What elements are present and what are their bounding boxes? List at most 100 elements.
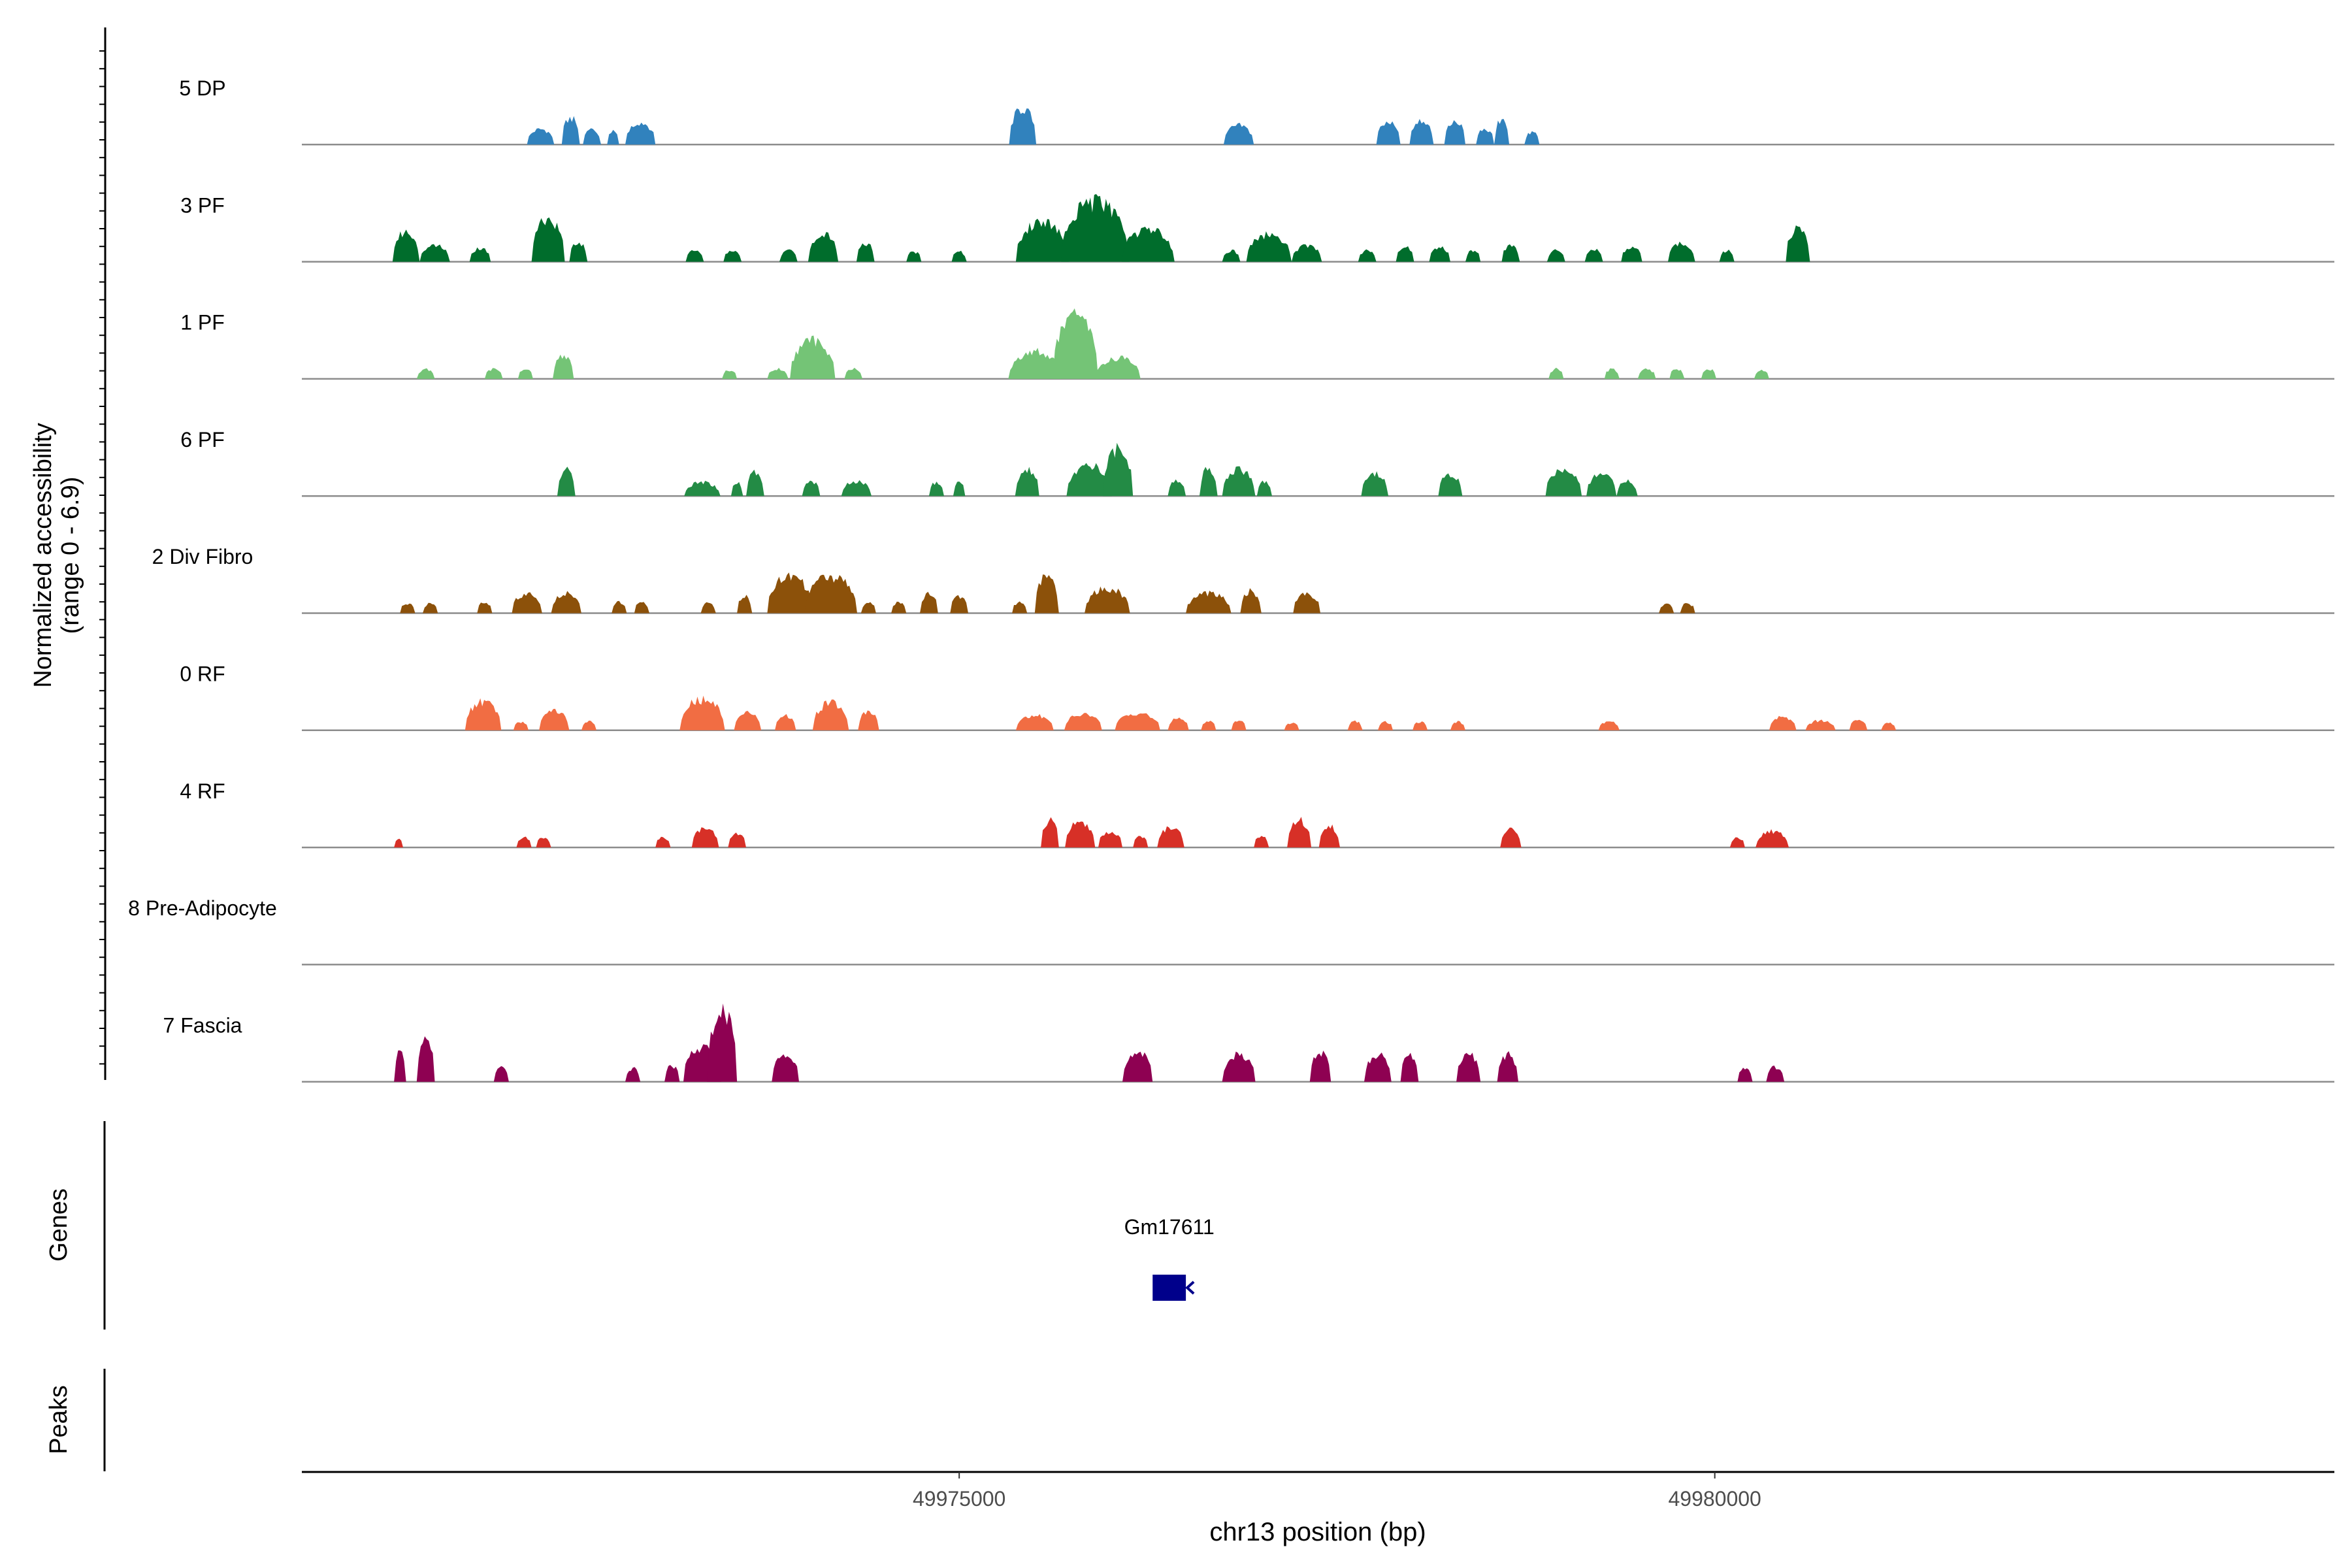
coverage-peak [1012, 601, 1028, 613]
coverage-peak [950, 595, 968, 613]
coverage-peak [1053, 308, 1098, 379]
coverage-peak [423, 602, 438, 613]
coverage-peak [1122, 1051, 1153, 1082]
peaks-panel-label: Peaks [45, 1385, 73, 1454]
coverage-peak [607, 129, 619, 145]
coverage-peak [1186, 591, 1232, 613]
coverage-peak [767, 572, 813, 613]
coverage-peak [1584, 248, 1603, 262]
coverage-peak [561, 116, 580, 145]
coverage-peak [1098, 832, 1122, 848]
track-4: 2 Div Fibro [152, 545, 2334, 614]
coverage-peak [416, 1036, 435, 1082]
track-label: 2 Div Fibro [152, 545, 253, 568]
coverage-peak [928, 482, 944, 497]
coverage-peak [1222, 466, 1256, 497]
coverage-peak [1222, 1051, 1256, 1082]
coverage-peak [513, 721, 529, 730]
coverage-peak [779, 249, 798, 262]
track-panel: 5 DP 3 PF 1 PF 6 PF 2 Div Fibro 0 RF 4 RF 8 Pre… [128, 76, 2334, 1083]
coverage-peak [1450, 721, 1465, 730]
coverage-peak [1396, 246, 1414, 262]
coverage-peak [1376, 121, 1401, 145]
coverage-peak [569, 242, 588, 262]
x-tick-label: 49975000 [913, 1487, 1005, 1511]
coverage-peak [1769, 715, 1797, 730]
coverage-peak [655, 836, 671, 848]
coverage-peak [1168, 717, 1189, 730]
coverage-peak [1041, 817, 1059, 848]
coverage-peak [1168, 479, 1186, 497]
coverage-peak [1066, 463, 1112, 497]
coverage-peak [953, 482, 966, 497]
coverage-peak [812, 699, 849, 730]
coverage-peak [1604, 368, 1620, 379]
coverage-peak [1659, 603, 1674, 613]
coverage-peak [1849, 719, 1868, 730]
coverage-peak [1246, 231, 1292, 262]
coverage-peak [1015, 218, 1069, 262]
track-1: 3 PF [180, 193, 2334, 263]
coverage-peak [634, 602, 649, 613]
gene-annotation: Gm17611 [1124, 1215, 1215, 1301]
coverage-peak [860, 602, 876, 613]
track-7: 8 Pre-Adipocyte [128, 896, 2334, 966]
coverage-peak [1476, 128, 1494, 145]
coverage-peak [1222, 249, 1241, 262]
track-label: 3 PF [180, 193, 225, 217]
coverage-peak [551, 591, 581, 613]
coverage-peak [1500, 827, 1522, 848]
coverage-peak [539, 708, 570, 730]
coverage-peak [1292, 244, 1322, 262]
coverage-peak [1501, 244, 1520, 262]
coverage-peak [734, 711, 762, 730]
track-label: 7 Fascia [163, 1013, 242, 1037]
coverage-peak [512, 592, 542, 613]
track-label: 1 PF [180, 311, 225, 335]
coverage-peak [1737, 1068, 1753, 1082]
coverage-peak [858, 710, 879, 730]
coverage-peak [469, 247, 491, 262]
coverage-peak [1358, 249, 1377, 262]
coverage-peak [1598, 721, 1620, 730]
coverage-peak [1293, 592, 1320, 613]
coverage-peak [1240, 588, 1262, 613]
track-0: 5 DP [179, 76, 2334, 146]
track-2: 1 PF [180, 308, 2334, 380]
y-axis-range-label: (range 0 - 6.9) [57, 477, 84, 634]
coverage-peak [1524, 131, 1540, 145]
track-5: 0 RF [180, 662, 2334, 732]
coverage-peak [1400, 1053, 1419, 1082]
coverage-peak [583, 128, 601, 145]
coverage-peak [664, 1065, 680, 1082]
coverage-peak [856, 243, 875, 262]
coverage-peak [1494, 119, 1510, 145]
coverage-peak [951, 250, 967, 262]
coverage-peak [1668, 241, 1695, 262]
coverage-peak [746, 469, 764, 497]
coverage-peak [394, 838, 403, 848]
coverage-peak [625, 1067, 641, 1082]
coverage-peak [679, 695, 725, 730]
coverage-peak [737, 595, 753, 613]
coverage-peak [553, 354, 574, 379]
coverage-peak [891, 601, 907, 613]
coverage-peak [1621, 246, 1642, 262]
coverage-peak [700, 602, 716, 613]
coverage-peak [1347, 720, 1363, 730]
x-axis-ticks: 49975000 49980000 [913, 1472, 1761, 1511]
coverage-peak [1719, 250, 1735, 262]
gene-body [1152, 1275, 1186, 1301]
coverage-peak [772, 1054, 799, 1082]
coverage-peak [1545, 468, 1582, 497]
coverage-peak [1034, 574, 1059, 613]
coverage-peak [730, 482, 743, 497]
coverage-peak [1318, 825, 1340, 848]
coverage-peak [1548, 367, 1564, 379]
coverage-peak [1095, 355, 1141, 379]
coverage-peak [775, 713, 796, 730]
coverage-peak [1254, 836, 1269, 848]
coverage-peak [1364, 1053, 1392, 1082]
coverage-peak [1064, 713, 1102, 730]
coverage-peak [557, 466, 576, 497]
